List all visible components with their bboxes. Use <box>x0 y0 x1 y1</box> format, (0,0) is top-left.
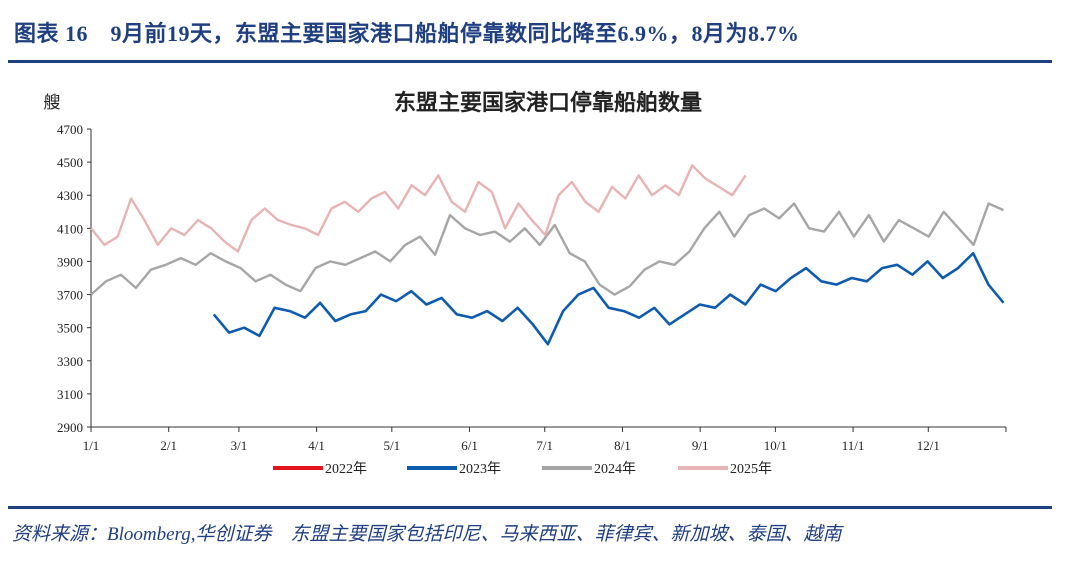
x-tick-label: 2/1 <box>160 438 177 453</box>
y-axis-unit: 艘 <box>44 93 61 112</box>
legend-label: 2024年 <box>594 461 636 477</box>
x-tick-label: 3/1 <box>231 438 248 453</box>
source-rule <box>8 506 1052 509</box>
x-tick-label: 10/1 <box>764 438 787 453</box>
x-tick-label: 6/1 <box>461 438 478 453</box>
legend-label: 2023年 <box>459 461 501 477</box>
y-tick-label: 4500 <box>57 155 83 170</box>
x-tick-label: 1/1 <box>83 438 100 453</box>
y-tick-label: 3900 <box>57 254 83 269</box>
chart-title: 东盟主要国家港口停靠船舶数量 <box>394 90 702 115</box>
x-tick-label: 9/1 <box>692 438 709 453</box>
x-tick-label: 7/1 <box>536 438 553 453</box>
y-tick-label: 4100 <box>57 221 83 236</box>
y-tick-label: 3700 <box>57 288 83 303</box>
x-tick-label: 12/1 <box>917 438 940 453</box>
y-tick-label: 3500 <box>57 321 83 336</box>
y-tick-label: 2900 <box>57 420 83 435</box>
title-rule <box>8 60 1052 63</box>
x-tick-label: 5/1 <box>384 438 401 453</box>
y-tick-label: 4300 <box>57 188 83 203</box>
x-tick-label: 11/1 <box>842 438 865 453</box>
series-line-2023 <box>212 251 1005 346</box>
y-tick-label: 3100 <box>57 387 83 402</box>
legend-label: 2022年 <box>325 461 367 477</box>
legend-label: 2025年 <box>730 461 772 477</box>
series-line-2024 <box>90 202 1004 296</box>
y-tick-label: 4700 <box>57 122 83 137</box>
y-tick-label: 3300 <box>57 354 83 369</box>
x-tick-label: 4/1 <box>308 438 325 453</box>
series-line-2025 <box>90 164 747 253</box>
figure-title: 图表 16 9月前19天，东盟主要国家港口船舶停靠数同比降至6.9%，8月为8.… <box>14 21 800 46</box>
x-tick-label: 8/1 <box>614 438 631 453</box>
source-note: 资料来源：Bloomberg,华创证券 东盟主要国家包括印尼、马来西亚、菲律宾、… <box>12 524 842 545</box>
